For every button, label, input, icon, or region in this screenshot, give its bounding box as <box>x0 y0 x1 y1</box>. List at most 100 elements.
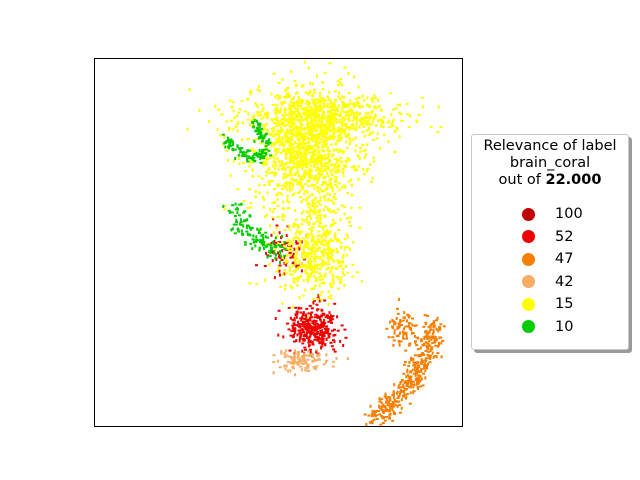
scatter-point <box>320 123 324 126</box>
scatter-point <box>356 100 360 103</box>
legend-item: 42 <box>522 271 628 294</box>
scatter-point <box>308 353 312 356</box>
scatter-point <box>259 227 262 231</box>
scatter-point <box>326 119 329 123</box>
scatter-point <box>302 220 306 223</box>
scatter-point <box>356 104 359 107</box>
scatter-point <box>350 178 353 182</box>
scatter-point <box>402 390 406 393</box>
scatter-point <box>281 140 284 144</box>
scatter-point <box>396 104 400 106</box>
scatter-point <box>281 103 284 107</box>
scatter-point <box>296 142 300 145</box>
scatter-point <box>397 384 400 388</box>
scatter-point <box>331 253 334 257</box>
scatter-point <box>390 113 393 117</box>
scatter-point <box>427 357 431 360</box>
scatter-point <box>308 266 311 270</box>
scatter-point <box>276 151 280 153</box>
scatter-point <box>415 361 418 365</box>
scatter-point <box>331 126 334 130</box>
scatter-point <box>377 99 380 102</box>
scatter-point <box>251 175 255 178</box>
scatter-point <box>415 378 418 382</box>
scatter-point <box>284 110 286 114</box>
scatter-point <box>374 115 377 119</box>
scatter-point <box>340 109 344 112</box>
scatter-point <box>306 221 310 224</box>
scatter-point <box>307 144 311 147</box>
scatter-point <box>262 240 266 243</box>
scatter-point <box>310 125 313 129</box>
scatter-point <box>351 102 354 106</box>
scatter-point <box>262 195 264 199</box>
scatter-point <box>405 103 409 105</box>
scatter-point <box>250 226 254 229</box>
scatter-point <box>344 186 347 190</box>
scatter-point <box>354 136 357 140</box>
scatter-point <box>304 362 308 365</box>
scatter-point <box>284 284 287 287</box>
scatter-point <box>323 123 326 127</box>
scatter-point <box>330 318 334 321</box>
scatter-point <box>427 362 429 366</box>
scatter-point <box>317 154 320 157</box>
scatter-point <box>300 175 303 179</box>
scatter-point <box>240 202 243 206</box>
scatter-point <box>314 313 318 316</box>
scatter-point <box>324 234 328 237</box>
scatter-point <box>296 333 299 337</box>
scatter-point <box>439 336 443 339</box>
scatter-point <box>301 356 304 360</box>
scatter-point <box>283 229 287 232</box>
scatter-point <box>306 329 310 332</box>
scatter-point <box>328 115 332 118</box>
scatter-point <box>310 269 313 271</box>
scatter-point <box>237 147 241 150</box>
scatter-point <box>356 116 359 120</box>
scatter-point <box>409 382 412 386</box>
scatter-point <box>371 100 375 103</box>
scatter-point <box>296 236 300 239</box>
scatter-point <box>316 338 319 342</box>
scatter-point <box>324 205 328 208</box>
scatter-point <box>306 215 310 218</box>
scatter-point <box>311 124 315 127</box>
scatter-point <box>317 122 320 126</box>
scatter-point <box>380 401 383 405</box>
scatter-point <box>283 351 286 355</box>
scatter-point <box>286 360 290 363</box>
scatter-point <box>407 376 411 379</box>
scatter-point <box>297 277 300 280</box>
scatter-point <box>336 329 340 332</box>
scatter-point <box>280 351 283 355</box>
scatter-point <box>318 272 322 275</box>
scatter-point <box>284 132 287 135</box>
scatter-point <box>323 215 327 218</box>
scatter-point <box>320 298 323 302</box>
scatter-point <box>413 354 417 357</box>
scatter-point <box>301 321 304 324</box>
scatter-point <box>326 115 329 118</box>
scatter-point <box>357 113 361 116</box>
scatter-point <box>286 87 290 89</box>
scatter-point <box>392 396 395 400</box>
scatter-point <box>225 146 229 149</box>
scatter-point <box>333 235 337 238</box>
legend-marker <box>522 297 535 311</box>
scatter-point <box>301 84 305 87</box>
scatter-point <box>230 228 233 232</box>
scatter-point <box>304 288 307 292</box>
scatter-point <box>319 195 322 199</box>
scatter-point <box>295 107 299 110</box>
scatter-point <box>307 233 310 237</box>
scatter-point <box>354 168 358 171</box>
scatter-point <box>311 287 315 290</box>
scatter-point <box>342 274 346 276</box>
scatter-point <box>303 356 306 360</box>
scatter-point <box>293 354 296 358</box>
scatter-point <box>306 100 310 103</box>
scatter-point <box>337 95 341 98</box>
scatter-point <box>408 386 412 389</box>
legend-label: 15 <box>555 296 574 313</box>
